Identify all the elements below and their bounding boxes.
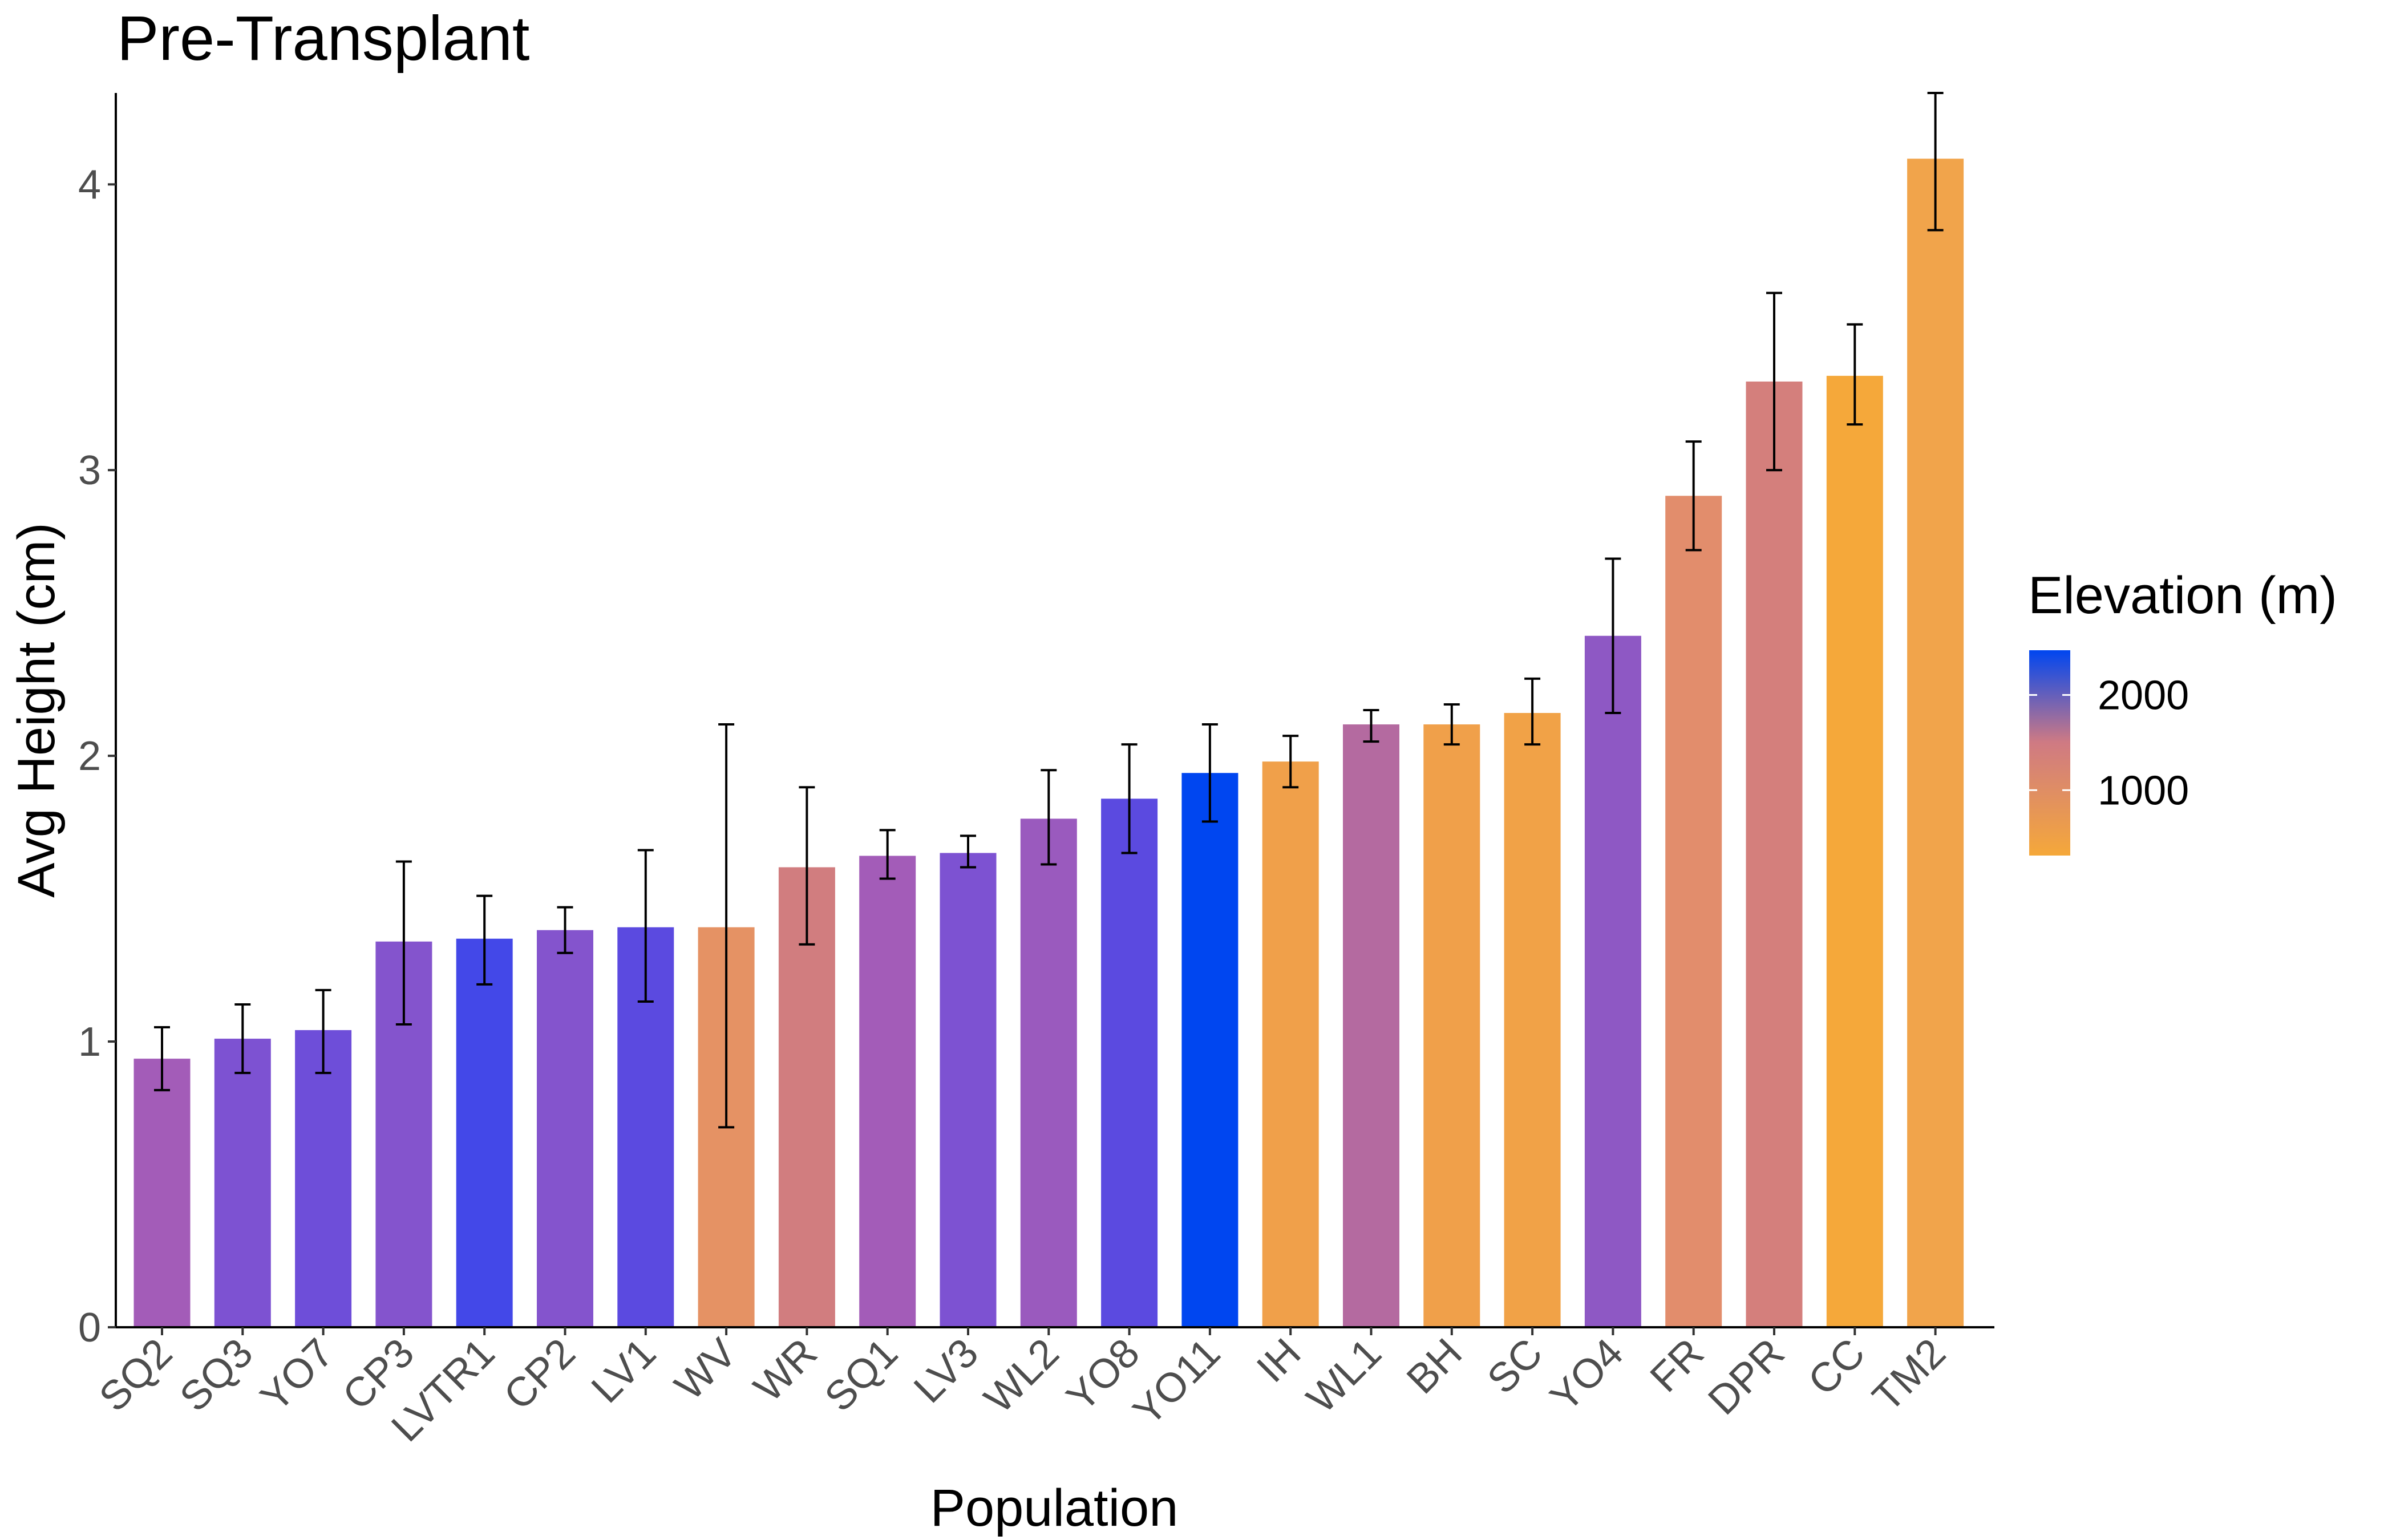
x-tick-label: SQ1 (816, 1330, 906, 1420)
bar-sq1 (859, 856, 916, 1327)
bar-yo11 (1181, 773, 1239, 1327)
bar-bh (1423, 724, 1480, 1327)
legend-tick-label: 2000 (2098, 672, 2189, 718)
bar-yo7 (295, 1030, 352, 1327)
y-ticks-group: 0 1 2 3 4 (78, 162, 116, 1351)
x-tick-label: WR (745, 1330, 825, 1411)
bar-yo8 (1101, 799, 1158, 1327)
x-tick-label: WL2 (976, 1330, 1067, 1422)
bar-sq2 (133, 1059, 191, 1327)
x-tick-label: IH (1248, 1330, 1309, 1391)
bar-cc (1826, 375, 1883, 1327)
x-tick-label: SQ2 (91, 1330, 181, 1420)
bar-wl2 (1020, 818, 1077, 1327)
y-tick-label: 4 (78, 162, 101, 208)
bar-ih (1262, 761, 1319, 1327)
legend-ticks-group: 2000 1000 (2029, 672, 2189, 813)
x-tick-label: WV (666, 1330, 746, 1409)
bar-yo4 (1584, 635, 1641, 1327)
x-axis-title: Population (930, 1479, 1179, 1537)
bar-tm2 (1907, 159, 1964, 1328)
bar-fr (1665, 496, 1722, 1327)
y-tick-label: 2 (78, 733, 101, 779)
legend-tick-label: 1000 (2098, 768, 2189, 813)
x-tick-label: CP2 (495, 1330, 584, 1419)
x-tick-label: LV3 (905, 1330, 987, 1412)
x-tick-label: TM2 (1864, 1330, 1954, 1420)
x-tick-label: YO11 (1124, 1330, 1229, 1434)
chart-title: Pre-Transplant (117, 3, 529, 74)
x-tick-label: LV1 (583, 1330, 665, 1412)
bar-sc (1504, 713, 1561, 1327)
bar-dpr (1746, 381, 1803, 1327)
legend: Elevation (m) 2000 1000 (2028, 566, 2337, 856)
bar-cp2 (537, 930, 593, 1327)
y-tick-label: 0 (78, 1305, 101, 1351)
x-tick-label: SQ3 (171, 1330, 261, 1420)
x-tick-label: DPR (1699, 1330, 1793, 1424)
bar-lvtr1 (456, 938, 513, 1327)
y-axis-title: Avg Height (cm) (7, 522, 66, 898)
x-tick-label: YO7 (252, 1330, 342, 1420)
y-tick-label: 1 (78, 1019, 101, 1065)
x-tick-label: SC (1479, 1330, 1551, 1403)
bar-wl1 (1343, 724, 1399, 1327)
x-tick-label: CC (1800, 1330, 1874, 1404)
error-bars-group (154, 92, 1944, 1129)
legend-colorbar (2029, 650, 2070, 856)
bar-lv3 (940, 853, 997, 1327)
x-tick-label: YO4 (1541, 1330, 1632, 1420)
bars-group (133, 159, 1964, 1328)
legend-title: Elevation (m) (2028, 566, 2337, 625)
bar-sq3 (214, 1039, 271, 1327)
x-tick-label: WL1 (1298, 1330, 1390, 1422)
y-tick-label: 3 (78, 448, 101, 493)
x-tick-label: BH (1398, 1330, 1471, 1403)
